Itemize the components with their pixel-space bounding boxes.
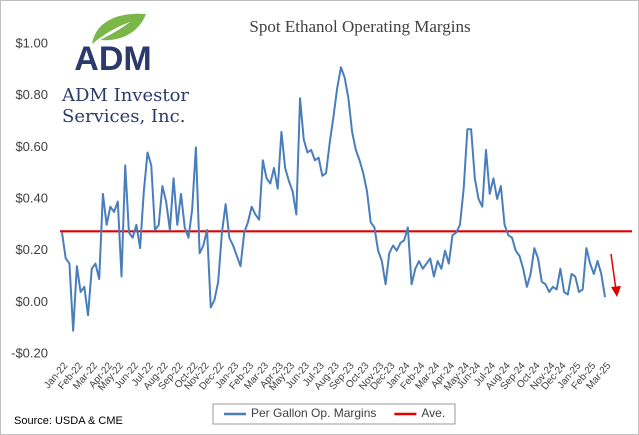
y-tick-label: $1.00 — [15, 35, 48, 50]
legend-label: Ave. — [421, 406, 445, 420]
y-tick-label: $0.60 — [15, 139, 48, 154]
y-tick-label: $0.20 — [15, 242, 48, 257]
legend-box — [212, 403, 456, 425]
logo-leaf — [92, 13, 146, 44]
y-tick-label: -$0.20 — [11, 345, 48, 360]
source-note: Source: USDA & CME — [14, 415, 123, 427]
arrow-head — [611, 286, 621, 297]
y-tick-label: $0.00 — [15, 294, 48, 309]
legend-label: Per Gallon Op. Margins — [251, 406, 376, 420]
chart-title: Spot Ethanol Operating Margins — [249, 17, 470, 36]
logo: ADM ADM Investor Services, Inc. — [61, 13, 189, 127]
data-line — [61, 66, 606, 332]
y-tick-label: $0.40 — [15, 190, 48, 205]
y-tick-label: $0.80 — [15, 87, 48, 102]
logo-name: ADM Investor — [61, 85, 189, 106]
logo-brand: ADM — [74, 40, 151, 78]
arrow — [610, 253, 617, 291]
logo-name: Services, Inc. — [62, 106, 185, 127]
